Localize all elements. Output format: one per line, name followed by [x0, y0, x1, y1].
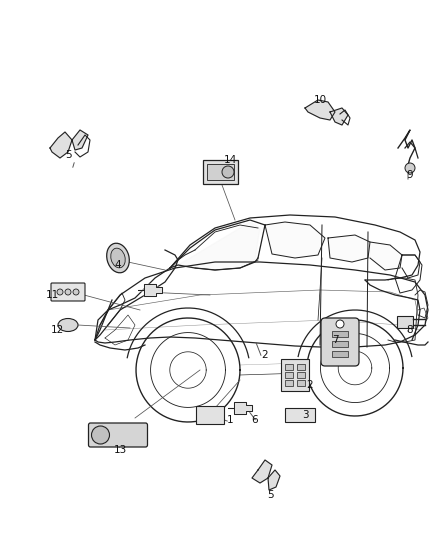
Polygon shape [268, 470, 280, 490]
Text: 14: 14 [223, 155, 237, 165]
Bar [202, 160, 237, 184]
Bar [285, 364, 293, 370]
Polygon shape [50, 132, 72, 158]
Bar [281, 359, 309, 391]
Bar [397, 316, 413, 328]
Circle shape [336, 320, 344, 328]
Text: 1: 1 [227, 415, 233, 425]
Text: 10: 10 [314, 95, 327, 105]
Text: 2: 2 [261, 350, 268, 360]
Text: 7: 7 [332, 335, 338, 345]
Polygon shape [370, 242, 402, 270]
Text: 3: 3 [302, 410, 308, 420]
Circle shape [222, 166, 234, 178]
Polygon shape [305, 100, 335, 120]
Bar [332, 331, 348, 337]
Text: 13: 13 [113, 445, 127, 455]
Text: 2: 2 [307, 380, 313, 390]
Polygon shape [138, 284, 162, 296]
Text: 5: 5 [65, 150, 71, 160]
Text: 12: 12 [50, 325, 64, 335]
Circle shape [405, 163, 415, 173]
Polygon shape [330, 108, 348, 125]
Bar [285, 380, 293, 386]
Ellipse shape [58, 319, 78, 332]
Text: 4: 4 [115, 260, 121, 270]
Bar [285, 372, 293, 378]
Polygon shape [265, 222, 325, 258]
Bar [332, 341, 348, 347]
Text: 5: 5 [267, 490, 273, 500]
Polygon shape [228, 402, 252, 414]
Text: 8: 8 [407, 325, 413, 335]
Text: 9: 9 [407, 170, 413, 180]
Polygon shape [178, 222, 260, 270]
Bar [297, 364, 305, 370]
Bar [297, 372, 305, 378]
Circle shape [57, 289, 63, 295]
FancyBboxPatch shape [88, 423, 148, 447]
Polygon shape [72, 130, 88, 150]
Text: 11: 11 [46, 290, 59, 300]
Polygon shape [252, 460, 272, 483]
Bar [206, 164, 233, 180]
Bar [196, 406, 224, 424]
Bar [332, 351, 348, 357]
Bar [285, 408, 315, 422]
Text: 6: 6 [252, 415, 258, 425]
Bar [297, 380, 305, 386]
Polygon shape [328, 235, 370, 262]
Circle shape [92, 426, 110, 444]
Circle shape [65, 289, 71, 295]
Circle shape [73, 289, 79, 295]
FancyBboxPatch shape [321, 318, 359, 366]
FancyBboxPatch shape [51, 283, 85, 301]
Ellipse shape [111, 248, 125, 268]
Ellipse shape [107, 243, 129, 273]
